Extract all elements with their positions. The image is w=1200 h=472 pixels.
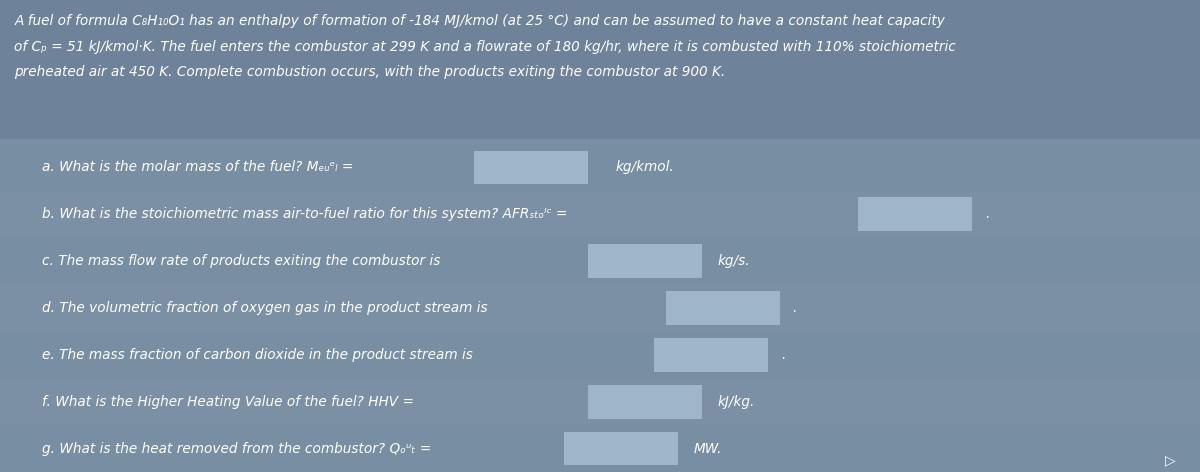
- Text: f. What is the Higher Heating Value of the fuel? HHV =: f. What is the Higher Heating Value of t…: [42, 395, 414, 409]
- Bar: [564, 432, 678, 465]
- Text: g. What is the heat removed from the combustor? Qₒᵘₜ =: g. What is the heat removed from the com…: [42, 442, 431, 455]
- Text: MW.: MW.: [694, 442, 722, 455]
- Bar: [0, 331, 1200, 378]
- Bar: [858, 197, 972, 231]
- Text: .: .: [792, 301, 797, 315]
- Bar: [0, 378, 1200, 425]
- Text: ▷: ▷: [1165, 453, 1175, 467]
- Text: c. The mass flow rate of products exiting the combustor is: c. The mass flow rate of products exitin…: [42, 254, 440, 268]
- Bar: [0, 144, 1200, 191]
- Text: of Cₚ = 51 kJ/kmol·K. The fuel enters the combustor at 299 K and a flowrate of 1: of Cₚ = 51 kJ/kmol·K. The fuel enters th…: [14, 40, 956, 54]
- Bar: [0, 285, 1200, 331]
- Text: b. What is the stoichiometric mass air-to-fuel ratio for this system? AFRₛₜₒᴵᶜ =: b. What is the stoichiometric mass air-t…: [42, 207, 568, 221]
- Text: kg/kmol.: kg/kmol.: [616, 160, 674, 174]
- Text: kJ/kg.: kJ/kg.: [718, 395, 755, 409]
- Bar: [588, 385, 702, 419]
- Bar: [666, 291, 780, 325]
- Bar: [0, 191, 1200, 238]
- Text: preheated air at 450 K. Complete combustion occurs, with the products exiting th: preheated air at 450 K. Complete combust…: [14, 65, 726, 79]
- Bar: [588, 244, 702, 278]
- Text: kg/s.: kg/s.: [718, 254, 750, 268]
- Bar: [0, 238, 1200, 285]
- Bar: [474, 151, 588, 184]
- Text: d. The volumetric fraction of oxygen gas in the product stream is: d. The volumetric fraction of oxygen gas…: [42, 301, 487, 315]
- Bar: [0, 0, 1200, 139]
- Text: .: .: [985, 207, 990, 221]
- Bar: [654, 338, 768, 372]
- Text: e. The mass fraction of carbon dioxide in the product stream is: e. The mass fraction of carbon dioxide i…: [42, 348, 473, 362]
- Text: A fuel of formula C₈H₁₀O₁ has an enthalpy of formation of -184 MJ/kmol (at 25 °C: A fuel of formula C₈H₁₀O₁ has an enthalp…: [14, 14, 946, 28]
- Text: a. What is the molar mass of the fuel? Mₑᵤᵉₗ =: a. What is the molar mass of the fuel? M…: [42, 160, 353, 174]
- Bar: [0, 425, 1200, 472]
- Text: .: .: [781, 348, 786, 362]
